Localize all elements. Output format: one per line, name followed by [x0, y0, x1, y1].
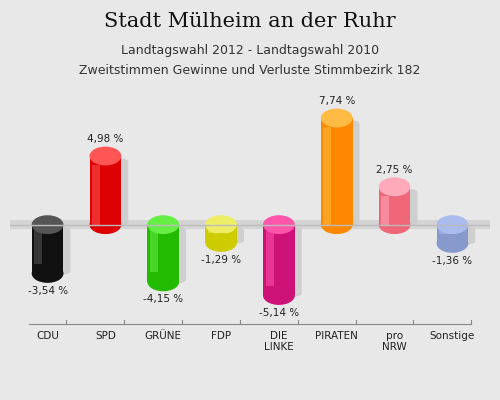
Text: -1,36 %: -1,36 %	[432, 256, 472, 266]
Bar	[10, 220, 490, 230]
Ellipse shape	[263, 286, 295, 305]
Bar	[381, 196, 389, 225]
Ellipse shape	[205, 215, 237, 234]
Ellipse shape	[321, 109, 352, 128]
FancyBboxPatch shape	[386, 188, 418, 226]
Bar	[148, 225, 179, 282]
Ellipse shape	[90, 215, 122, 234]
Ellipse shape	[378, 215, 410, 234]
Bar	[378, 187, 410, 225]
Bar	[32, 225, 64, 274]
Bar	[263, 225, 295, 296]
Text: -4,15 %: -4,15 %	[143, 294, 184, 304]
Bar	[205, 225, 237, 242]
Bar	[321, 118, 352, 225]
FancyBboxPatch shape	[212, 226, 244, 244]
Bar	[150, 225, 158, 272]
Ellipse shape	[32, 264, 64, 283]
Ellipse shape	[436, 215, 468, 234]
Bar	[34, 225, 42, 264]
Text: -3,54 %: -3,54 %	[28, 286, 68, 296]
Ellipse shape	[378, 177, 410, 196]
FancyBboxPatch shape	[38, 226, 70, 275]
Ellipse shape	[148, 272, 179, 291]
FancyBboxPatch shape	[154, 226, 186, 284]
Text: 4,98 %: 4,98 %	[87, 134, 124, 144]
Text: Landtagswahl 2012 - Landtagswahl 2010: Landtagswahl 2012 - Landtagswahl 2010	[121, 44, 379, 57]
Text: Zweitstimmen Gewinne und Verluste Stimmbezirk 182: Zweitstimmen Gewinne und Verluste Stimmb…	[80, 64, 420, 77]
Bar	[436, 225, 468, 244]
Bar	[92, 166, 100, 225]
Ellipse shape	[436, 234, 468, 253]
FancyBboxPatch shape	[444, 226, 476, 245]
Text: -5,14 %: -5,14 %	[259, 308, 299, 318]
Bar	[324, 128, 332, 225]
Bar	[439, 225, 447, 234]
Ellipse shape	[32, 215, 64, 234]
Text: -1,29 %: -1,29 %	[201, 255, 241, 265]
Ellipse shape	[263, 215, 295, 234]
Ellipse shape	[148, 215, 179, 234]
Ellipse shape	[205, 233, 237, 252]
Bar	[90, 156, 122, 225]
Text: 7,74 %: 7,74 %	[318, 96, 355, 106]
FancyBboxPatch shape	[328, 120, 360, 226]
Text: Stadt Mülheim an der Ruhr: Stadt Mülheim an der Ruhr	[104, 12, 396, 31]
Ellipse shape	[90, 147, 122, 166]
FancyBboxPatch shape	[96, 158, 128, 226]
Text: 2,75 %: 2,75 %	[376, 164, 413, 174]
Bar	[208, 225, 216, 233]
FancyBboxPatch shape	[270, 226, 302, 297]
Ellipse shape	[321, 215, 352, 234]
Bar	[266, 225, 274, 286]
